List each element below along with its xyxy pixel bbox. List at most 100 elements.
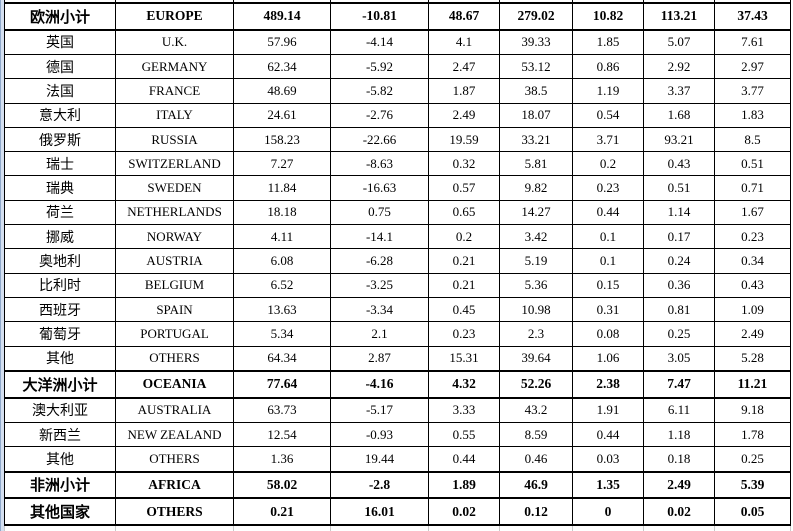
value-cell[interactable]: 1.36 — [233, 446, 331, 473]
country-name-en-cell[interactable]: SPAIN — [115, 296, 234, 323]
value-cell[interactable]: -2.8 — [330, 470, 429, 500]
value-cell[interactable]: 0.36 — [643, 272, 715, 298]
value-cell[interactable]: 0.23 — [428, 321, 500, 347]
value-cell[interactable]: 0.57 — [428, 175, 500, 201]
value-cell[interactable]: 0.25 — [714, 446, 791, 473]
value-cell[interactable]: 1.89 — [428, 470, 500, 500]
value-cell[interactable]: 0.2 — [572, 151, 644, 177]
value-cell[interactable]: 0.32 — [428, 151, 500, 177]
value-cell[interactable]: 16.01 — [330, 497, 429, 526]
country-name-cn-cell[interactable]: 葡萄牙 — [4, 321, 116, 347]
value-cell[interactable]: 48.69 — [233, 78, 331, 104]
value-cell[interactable]: 0.21 — [233, 497, 331, 526]
value-cell[interactable]: 62.34 — [233, 53, 331, 80]
value-cell[interactable]: 0.43 — [643, 151, 715, 177]
value-cell[interactable]: 1.85 — [572, 29, 644, 55]
value-cell[interactable]: 8.5 — [714, 126, 791, 153]
value-cell[interactable]: 9.18 — [714, 397, 791, 423]
value-cell[interactable]: 7.27 — [233, 151, 331, 177]
value-cell[interactable]: 2.38 — [572, 369, 644, 399]
value-cell[interactable]: 1.14 — [643, 199, 715, 226]
value-cell[interactable]: 1.09 — [714, 296, 791, 323]
value-cell[interactable]: 0.71 — [714, 175, 791, 201]
value-cell[interactable]: 15.31 — [428, 345, 500, 372]
value-cell[interactable]: -4.16 — [330, 369, 429, 399]
value-cell[interactable]: -5.17 — [330, 397, 429, 423]
country-name-en-cell[interactable]: AUSTRIA — [115, 248, 234, 274]
country-name-en-cell[interactable]: OTHERS — [115, 497, 234, 526]
value-cell[interactable]: 0.46 — [499, 446, 573, 473]
value-cell[interactable]: 0.21 — [428, 248, 500, 274]
value-cell[interactable]: 57.96 — [233, 29, 331, 55]
value-cell[interactable]: 0.54 — [572, 102, 644, 128]
value-cell[interactable]: 0.02 — [643, 497, 715, 526]
country-name-en-cell[interactable]: OTHERS — [115, 345, 234, 372]
value-cell[interactable]: -10.81 — [330, 2, 429, 31]
value-cell[interactable]: 53.12 — [499, 53, 573, 80]
value-cell[interactable]: 0.81 — [643, 296, 715, 323]
value-cell[interactable]: 37.43 — [714, 2, 791, 31]
country-name-cn-cell[interactable]: 英国 — [4, 29, 116, 55]
value-cell[interactable]: 5.19 — [499, 248, 573, 274]
value-cell[interactable]: 14.27 — [499, 199, 573, 226]
country-name-en-cell[interactable]: OCEANIA — [115, 369, 234, 399]
country-name-cn-cell[interactable]: 瑞士 — [4, 151, 116, 177]
value-cell[interactable]: 2.47 — [428, 53, 500, 80]
value-cell[interactable]: 0.18 — [643, 446, 715, 473]
value-cell[interactable]: 0.51 — [714, 151, 791, 177]
country-name-cn-cell[interactable]: 欧洲小计 — [4, 2, 116, 31]
country-name-cn-cell[interactable]: 荷兰 — [4, 199, 116, 226]
country-name-cn-cell[interactable]: 西班牙 — [4, 296, 116, 323]
value-cell[interactable]: 39.64 — [499, 345, 573, 372]
value-cell[interactable]: -8.63 — [330, 151, 429, 177]
value-cell[interactable]: 4.1 — [428, 29, 500, 55]
value-cell[interactable]: 0.15 — [572, 272, 644, 298]
value-cell[interactable]: 3.71 — [572, 126, 644, 153]
value-cell[interactable]: 11.21 — [714, 369, 791, 399]
value-cell[interactable]: 0.12 — [499, 497, 573, 526]
country-name-cn-cell[interactable]: 德国 — [4, 53, 116, 80]
value-cell[interactable]: 77.64 — [233, 369, 331, 399]
country-name-cn-cell[interactable]: 澳大利亚 — [4, 397, 116, 423]
value-cell[interactable]: 0.43 — [714, 272, 791, 298]
value-cell[interactable]: -0.93 — [330, 421, 429, 448]
value-cell[interactable]: 0.24 — [643, 248, 715, 274]
value-cell[interactable]: 0.45 — [428, 296, 500, 323]
value-cell[interactable]: 1.78 — [714, 421, 791, 448]
value-cell[interactable]: 9.82 — [499, 175, 573, 201]
value-cell[interactable]: 158.23 — [233, 126, 331, 153]
value-cell[interactable]: -22.66 — [330, 126, 429, 153]
value-cell[interactable]: -3.34 — [330, 296, 429, 323]
value-cell[interactable]: 52.26 — [499, 369, 573, 399]
value-cell[interactable]: 3.77 — [714, 78, 791, 104]
value-cell[interactable]: 1.06 — [572, 345, 644, 372]
value-cell[interactable]: 0.65 — [428, 199, 500, 226]
value-cell[interactable]: 0.51 — [643, 175, 715, 201]
value-cell[interactable]: 279.02 — [499, 2, 573, 31]
value-cell[interactable]: 0.02 — [428, 497, 500, 526]
value-cell[interactable]: 0.08 — [572, 321, 644, 347]
value-cell[interactable]: 113.21 — [643, 2, 715, 31]
country-name-cn-cell[interactable]: 法国 — [4, 78, 116, 104]
value-cell[interactable]: 8.59 — [499, 421, 573, 448]
value-cell[interactable]: 2.97 — [714, 53, 791, 80]
country-name-en-cell[interactable]: NETHERLANDS — [115, 199, 234, 226]
value-cell[interactable]: 11.84 — [233, 175, 331, 201]
value-cell[interactable]: -3.25 — [330, 272, 429, 298]
value-cell[interactable]: 0.86 — [572, 53, 644, 80]
value-cell[interactable]: 0.21 — [428, 272, 500, 298]
value-cell[interactable]: 64.34 — [233, 345, 331, 372]
value-cell[interactable]: -5.92 — [330, 53, 429, 80]
country-name-cn-cell[interactable]: 瑞典 — [4, 175, 116, 201]
value-cell[interactable]: 1.83 — [714, 102, 791, 128]
country-name-cn-cell[interactable]: 奥地利 — [4, 248, 116, 274]
value-cell[interactable]: 0.2 — [428, 224, 500, 250]
country-name-cn-cell[interactable]: 比利时 — [4, 272, 116, 298]
value-cell[interactable]: 489.14 — [233, 2, 331, 31]
value-cell[interactable]: 0.25 — [643, 321, 715, 347]
value-cell[interactable]: 0.1 — [572, 248, 644, 274]
country-name-en-cell[interactable]: NORWAY — [115, 224, 234, 250]
value-cell[interactable]: 1.67 — [714, 199, 791, 226]
country-name-cn-cell[interactable]: 非洲小计 — [4, 470, 116, 500]
value-cell[interactable]: -5.82 — [330, 78, 429, 104]
